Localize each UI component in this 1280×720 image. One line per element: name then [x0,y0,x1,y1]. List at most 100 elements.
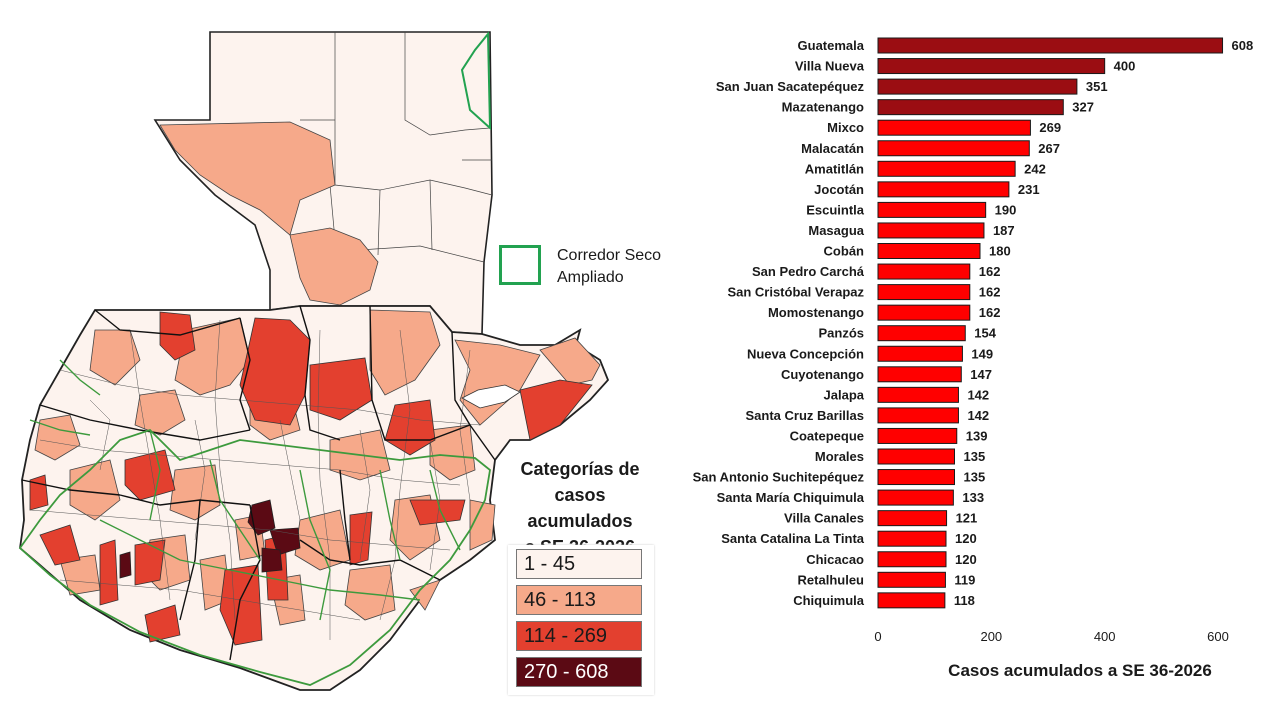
data-label: 120 [955,531,977,546]
legend-swatch [516,657,642,687]
category-label: Santa Catalina La Tinta [721,531,865,546]
category-label: Masagua [808,223,864,238]
bar [877,551,947,568]
data-label: 149 [971,346,993,361]
bar [877,140,1030,157]
bar [877,119,1031,136]
bar [877,448,955,465]
bar-chart: Guatemala 608 Villa Nueva 400 San Juan Sacat… [693,37,1254,644]
bar [877,160,1016,177]
bar [877,284,971,301]
category-label: Momostenango [768,305,864,320]
legend-item: 270 - 608 [516,657,661,687]
bar [877,78,1078,95]
x-tick-label: 600 [1207,629,1229,644]
legend-label: 1 - 45 [524,553,576,575]
category-label: Guatemala [798,38,865,53]
category-label: San Cristóbal Verapaz [727,285,864,300]
legend-item: 46 - 113 [516,585,661,615]
bar [877,571,946,588]
bar [877,58,1106,75]
x-tick-label: 0 [874,629,881,644]
data-label: 351 [1086,79,1108,94]
legend-title-line1: Categorías de [520,459,640,479]
bar [877,366,962,383]
category-label: Retalhuleu [798,572,865,587]
corridor-outline-south [18,428,491,686]
data-label: 135 [964,470,986,485]
bar [877,325,966,342]
legend-swatch [516,549,642,579]
category-label: Jocotán [814,182,864,197]
bar [877,37,1224,54]
corridor-legend-label: Corredor Seco Ampliado [557,245,687,289]
bar [877,510,948,527]
data-label: 242 [1024,161,1046,176]
data-label: 139 [966,428,988,443]
map-municipal-borders [29,319,481,640]
x-axis-title: Casos acumulados a SE 36-2026 [948,661,1212,680]
category-label: Santa Cruz Barillas [746,408,865,423]
bar-chart-panel: Guatemala 608 Villa Nueva 400 San Juan Sacat… [680,0,1280,720]
data-label: 269 [1039,120,1061,135]
category-label: Escuintla [806,202,865,217]
category-label: Coatepeque [790,428,864,443]
bar [877,345,963,362]
bar [877,243,981,259]
category-label: Cuyotenango [781,367,864,382]
bar [877,489,954,506]
data-label: 327 [1072,100,1094,115]
bar [877,99,1064,116]
bar [877,530,947,547]
legend-swatch [516,621,642,651]
category-label: Panzós [818,326,864,341]
legend-label: 46 - 113 [524,589,596,611]
data-label: 180 [989,244,1011,259]
data-label: 133 [962,490,984,505]
data-label: 400 [1114,59,1136,74]
data-label: 267 [1038,141,1060,156]
data-label: 121 [956,511,978,526]
category-label: Chiquimula [793,593,865,608]
data-label: 147 [970,367,992,382]
data-label: 608 [1232,38,1254,53]
category-label: Villa Canales [784,511,864,526]
category-label: Villa Nueva [795,59,865,74]
corridor-outline-north [460,31,492,131]
category-label: Chicacao [806,552,864,567]
x-tick-label: 200 [980,629,1002,644]
category-label: San Juan Sacatepéquez [716,79,865,94]
bar [877,263,971,280]
corridor-legend-swatch [499,245,541,285]
legend-label: 270 - 608 [524,661,609,683]
category-label: Mazatenango [782,100,864,115]
data-label: 135 [964,449,986,464]
category-label: Amatitlán [805,161,864,176]
category-label: San Antonio Suchitepéquez [693,470,865,485]
category-label: Mixco [827,120,864,135]
corridor-inner-lines [29,359,461,621]
data-label: 187 [993,223,1015,238]
category-label: Nueva Concepción [747,346,864,361]
data-label: 118 [954,593,975,608]
map-red-regions [29,311,593,646]
category-label: Morales [815,449,864,464]
corridor-label-line1: Corredor Seco [557,247,662,264]
legend-swatch [516,585,642,615]
data-label: 120 [955,552,977,567]
guatemala-map [18,31,610,691]
map-region-sayaxche [289,227,379,306]
bar [877,222,985,239]
legend-item: 114 - 269 [516,621,661,651]
data-label: 162 [979,285,1001,300]
category-label: Malacatán [801,141,864,156]
data-label: 190 [995,202,1017,217]
map-lake-izabal [461,384,521,409]
map-darkred-regions [119,499,301,579]
data-label: 142 [967,387,989,402]
category-label: Santa María Chiquimula [717,490,865,505]
map-panel: Corredor Seco Ampliado Categorías de cas… [18,31,687,691]
bar [877,201,987,218]
legend-item: 1 - 45 [516,549,661,579]
category-label: Jalapa [824,387,865,402]
